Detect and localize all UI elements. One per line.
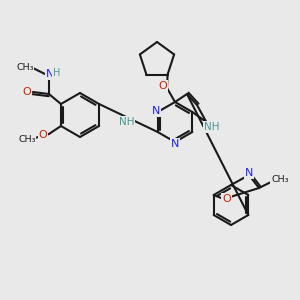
Text: N: N: [46, 69, 54, 79]
Text: N: N: [152, 106, 160, 116]
Text: H: H: [53, 68, 61, 78]
Text: CH₃: CH₃: [16, 62, 34, 71]
Text: O: O: [22, 87, 31, 97]
Text: O: O: [39, 130, 47, 140]
Text: CH₃: CH₃: [18, 134, 36, 143]
Text: N: N: [171, 139, 179, 149]
Text: NH: NH: [118, 117, 134, 127]
Text: N: N: [245, 168, 253, 178]
Text: O: O: [222, 194, 231, 204]
Text: NH: NH: [204, 122, 219, 132]
Text: O: O: [159, 81, 167, 91]
Text: CH₃: CH₃: [271, 176, 289, 184]
